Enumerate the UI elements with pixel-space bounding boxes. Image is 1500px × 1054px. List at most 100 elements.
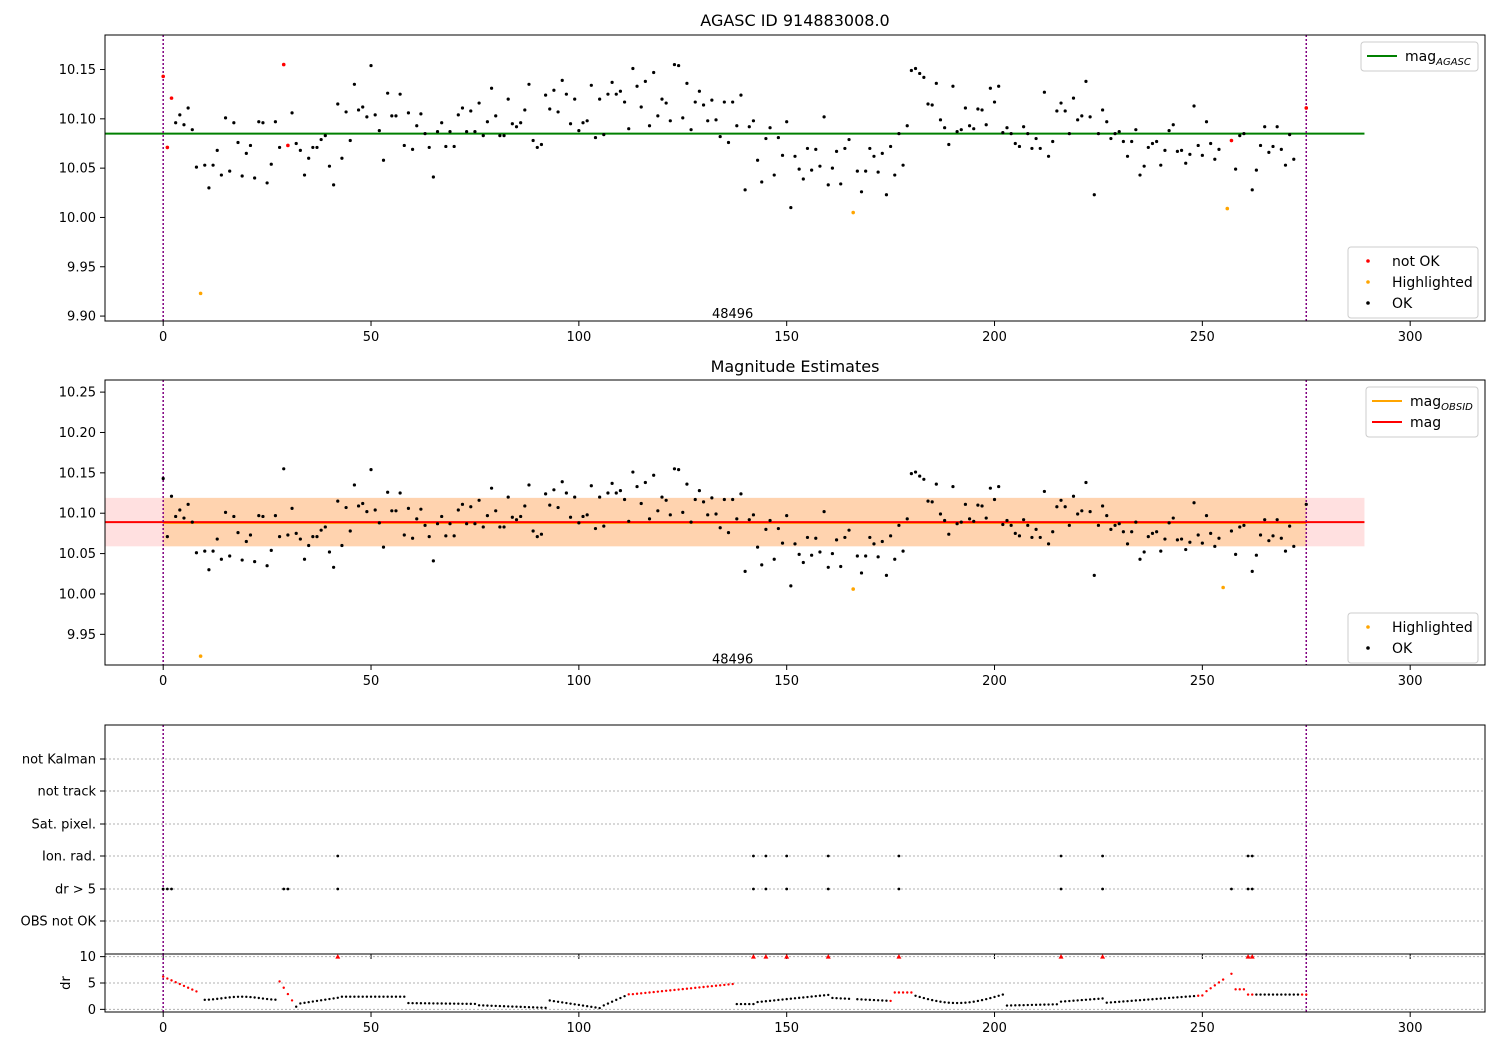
y-tick-label: 10.25 — [59, 386, 96, 401]
ok-point — [810, 553, 814, 557]
ok-point — [760, 180, 764, 184]
flag-label: Sat. pixel. — [32, 818, 96, 833]
x-tick-label: 50 — [363, 330, 380, 345]
ok-point — [269, 548, 273, 552]
dr-point — [1288, 993, 1291, 996]
dr-point — [1080, 998, 1084, 1002]
dr-point — [506, 1005, 510, 1008]
ok-point — [706, 119, 710, 123]
ok-point — [1134, 128, 1138, 132]
ok-point — [207, 186, 211, 190]
ok-point — [1150, 141, 1155, 146]
ok-point — [1059, 498, 1063, 502]
dr-point — [797, 996, 801, 1000]
ok-point — [277, 145, 282, 150]
ok-point — [1138, 557, 1142, 561]
dr-point — [602, 1004, 605, 1007]
ok-point — [843, 535, 847, 540]
ok-point — [1001, 522, 1005, 527]
x-tick-label: 100 — [566, 330, 591, 345]
dr-point — [469, 1002, 472, 1006]
ok-point — [415, 517, 419, 521]
ok-point — [302, 173, 307, 177]
dr-point — [282, 986, 285, 989]
ok-point — [502, 133, 506, 138]
ok-point — [988, 486, 992, 490]
dr-point — [1005, 1004, 1009, 1007]
ok-point — [805, 146, 810, 151]
flag-point — [1250, 887, 1254, 891]
ok-point — [394, 114, 398, 118]
dr-point — [195, 990, 198, 993]
dr-point — [727, 983, 730, 986]
ok-point — [1046, 542, 1051, 546]
flag-point — [165, 887, 169, 891]
ok-point — [955, 522, 959, 526]
ok-point — [448, 130, 452, 134]
flag-label: Ion. rad. — [42, 850, 96, 865]
dr-point — [1068, 999, 1071, 1003]
ok-point — [1117, 130, 1121, 134]
dr-point — [1184, 995, 1187, 998]
dr-point — [1105, 1001, 1108, 1004]
dr-point — [644, 991, 647, 995]
ok-point — [1067, 132, 1071, 136]
dr-point — [166, 977, 169, 980]
highlighted-point — [1225, 206, 1230, 211]
ok-point — [1217, 536, 1221, 540]
ok-point — [1109, 527, 1113, 531]
ok-point — [764, 136, 768, 141]
ok-point — [1005, 126, 1009, 130]
ok-point — [377, 521, 381, 525]
ok-point — [1175, 149, 1180, 153]
ok-point — [818, 164, 822, 168]
dr-clipped-marker — [750, 954, 756, 959]
ok-point — [215, 537, 219, 541]
ok-point — [190, 520, 194, 524]
ok-point — [1130, 139, 1134, 144]
ok-point — [323, 525, 327, 529]
dr-point — [947, 1001, 950, 1004]
y-tick-label: 10.15 — [59, 466, 96, 481]
dr-point — [885, 999, 888, 1002]
ok-point — [897, 523, 901, 527]
ok-point — [410, 147, 415, 151]
dr-point — [473, 1002, 477, 1006]
ok-point — [485, 120, 490, 124]
ok-point — [1038, 146, 1042, 151]
dr-point — [1192, 994, 1196, 998]
dr-point — [307, 1000, 310, 1004]
ok-point — [535, 535, 539, 539]
ok-point — [273, 120, 278, 124]
dr-clipped-marker — [763, 954, 769, 959]
ok-point — [1088, 115, 1092, 119]
y-tick-label: 10.00 — [59, 587, 96, 602]
ok-point — [1271, 144, 1275, 149]
ok-point — [951, 484, 955, 489]
ok-point — [880, 151, 884, 155]
dr-point — [261, 997, 265, 1000]
dr-point — [627, 993, 630, 996]
dr-point — [182, 984, 186, 988]
ok-point — [1171, 516, 1175, 520]
dr-point — [1271, 993, 1275, 996]
dr-point — [432, 1002, 435, 1005]
ok-point — [1071, 96, 1076, 100]
ok-point — [1113, 132, 1117, 136]
dr-point — [382, 995, 385, 998]
ok-point — [332, 565, 336, 569]
x-tick-label: 150 — [774, 330, 799, 345]
ok-point — [1263, 125, 1267, 129]
legend-label: mag — [1410, 415, 1441, 431]
flag-point — [161, 887, 165, 891]
dr-point — [178, 982, 182, 986]
dr-point — [681, 987, 684, 991]
ok-point — [1200, 153, 1204, 157]
ok-point — [776, 135, 780, 140]
y-tick-label: 10 — [79, 950, 96, 965]
panel-agasc-magnitude: AGASC ID 914883008.0 0 50 100 150 200 250 300 9… — [59, 11, 1486, 345]
ok-point — [889, 534, 893, 538]
ok-point — [610, 80, 614, 84]
ok-point — [843, 146, 847, 151]
ok-point — [1196, 143, 1200, 148]
